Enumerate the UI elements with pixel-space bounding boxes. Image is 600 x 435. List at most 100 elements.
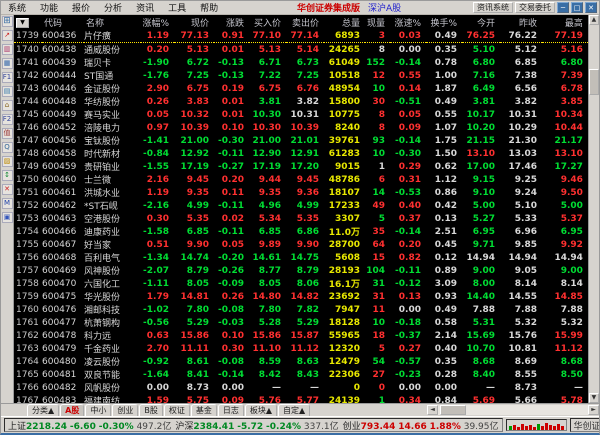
- car-icon[interactable]: ▣: [1, 212, 13, 223]
- column-header[interactable]: 现价: [190, 18, 209, 29]
- zoom-tool-icon[interactable]: Q: [1, 142, 13, 153]
- menu-item[interactable]: 功能: [40, 4, 59, 14]
- column-header[interactable]: 涨幅%: [142, 18, 169, 29]
- vertical-scrollbar[interactable]: ▲ ▼: [587, 15, 599, 403]
- column-header[interactable]: 涨跌: [225, 18, 244, 29]
- table-row[interactable]: 1740 600438 通威股份 0.20 5.13 0.01 5.13 5.14 24265 8…: [14, 43, 588, 57]
- table-row[interactable]: 1748 600458 时代新材 -0.84 12.92 -0.11 12.90 12.91 6…: [14, 147, 588, 161]
- tab-日志[interactable]: 日志: [217, 404, 244, 416]
- table-row[interactable]: 1755 600467 好当家 0.51 9.90 0.05 9.89 9.90 28700 64…: [14, 238, 588, 252]
- cell-value: 28193: [328, 265, 360, 276]
- table-row[interactable]: 1746 600452 涪陵电力 0.97 10.39 0.10 10.30 10.39 824…: [14, 121, 588, 135]
- column-header[interactable]: 现量: [366, 18, 385, 29]
- maximize-button[interactable]: □: [571, 2, 583, 13]
- close-button[interactable]: ✕: [585, 2, 597, 13]
- value-icon[interactable]: 值: [1, 128, 13, 139]
- f1-quote-icon[interactable]: F1: [1, 72, 13, 83]
- table-row[interactable]: 1747 600456 宝钛股份 -1.41 21.00 -0.30 21.00 21.01 3…: [14, 134, 588, 148]
- tab-scroll-right-icon[interactable]: ►: [588, 405, 599, 415]
- table-row[interactable]: 1744 600448 华纺股份 0.26 3.83 0.01 3.81 3.82 15800 3…: [14, 95, 588, 109]
- info-doc-icon[interactable]: ▤: [1, 86, 13, 97]
- column-header[interactable]: 最高: [564, 18, 583, 29]
- delete-icon[interactable]: ✕: [1, 184, 13, 195]
- column-header[interactable]: 昨收: [518, 18, 537, 29]
- cell-value: 6.78: [560, 83, 583, 94]
- folder-icon[interactable]: ▨: [1, 156, 13, 167]
- table-row[interactable]: 1760 600476 湘邮科技 -1.02 7.80 -0.08 7.80 7.82 7947…: [14, 303, 588, 317]
- column-header[interactable]: 买入价: [253, 18, 281, 29]
- menu-item[interactable]: 分析: [104, 4, 123, 14]
- cell-value: 18128: [328, 317, 360, 328]
- trade-button[interactable]: 交易委托: [515, 2, 555, 13]
- scroll-up-icon[interactable]: ▲: [588, 15, 599, 25]
- cell-value: 0.27: [398, 343, 421, 354]
- tab-权证[interactable]: 权证: [163, 404, 190, 416]
- chevron-down-icon[interactable]: ▼: [16, 17, 29, 28]
- table-row[interactable]: 1751 600461 洪城水业 1.19 9.35 0.11 9.35 9.36 18107 1…: [14, 186, 588, 200]
- tab-分类▲[interactable]: 分类▲: [27, 404, 60, 416]
- tab-scroll-track[interactable]: [438, 405, 588, 415]
- menu-item[interactable]: 帮助: [200, 4, 219, 14]
- home-icon[interactable]: ⌂: [1, 100, 13, 111]
- table-row[interactable]: 1762 600478 科力远 0.63 15.86 0.10 15.86 15.87 5596…: [14, 329, 588, 343]
- table-row[interactable]: 1743 600446 金证股份 2.90 6.75 0.19 6.75 6.76 48954 1…: [14, 82, 588, 96]
- info-system-button[interactable]: 资讯系统: [473, 2, 513, 13]
- table-row[interactable]: 1741 600439 瑞贝卡 -1.90 6.72 -0.13 6.71 6.73 61049…: [14, 56, 588, 70]
- table-row[interactable]: 1758 600470 六国化工 -1.11 8.05 -0.09 8.05 8.06 16.1…: [14, 277, 588, 291]
- cell-value: -0.92: [143, 356, 169, 367]
- menu-item[interactable]: 报价: [72, 4, 91, 14]
- monitor-icon[interactable]: ▦: [1, 58, 13, 69]
- column-header[interactable]: 今开: [476, 18, 495, 29]
- row-index: 1744: [16, 96, 39, 107]
- table-row[interactable]: 1764 600480 凌云股份 -0.92 8.61 -0.08 8.59 8.63 1247…: [14, 355, 588, 369]
- tab-自定▲[interactable]: 自定▲: [278, 404, 311, 416]
- tab-B股[interactable]: B股: [139, 404, 163, 416]
- scroll-down-icon[interactable]: ▼: [588, 393, 599, 403]
- table-row[interactable]: 1754 600466 迪康药业 -1.58 6.85 -0.11 6.85 6.86 11.0…: [14, 225, 588, 239]
- cell-value: 0.26: [146, 96, 169, 107]
- table-row[interactable]: 1752 600462 *ST石岘 -2.16 4.99 -0.11 4.96 4.99 172…: [14, 199, 588, 213]
- menu-item[interactable]: 资讯: [136, 4, 155, 14]
- cell-value: 3.82: [296, 96, 319, 107]
- table-row[interactable]: 1759 600475 华光股份 1.79 14.81 0.26 14.80 14.82 236…: [14, 290, 588, 304]
- column-header[interactable]: 涨速%: [394, 18, 421, 29]
- table-row[interactable]: 1766 600482 风帆股份 0.00 8.73 0.00 — — 0 0 0.00 0.00 — 8…: [14, 381, 588, 395]
- column-header[interactable]: 换手%: [430, 18, 457, 29]
- table-row[interactable]: 1767 600483 福建南纺 1.59 5.75 0.09 5.76 5.77 24139 1…: [14, 394, 588, 404]
- tab-A股[interactable]: A股: [60, 404, 85, 416]
- cell-value: 14.81: [180, 291, 209, 302]
- tab-板块▲[interactable]: 板块▲: [244, 404, 278, 416]
- tab-scroll-left-icon[interactable]: ◄: [427, 405, 438, 415]
- column-header[interactable]: 代码: [44, 18, 63, 29]
- table-row[interactable]: 1739 600436 片仔癀 1.19 77.13 0.91 77.10 77.14 6893…: [14, 29, 588, 43]
- table-row[interactable]: 1745 600449 赛马实业 0.05 10.32 0.01 10.30 10.31 107…: [14, 108, 588, 122]
- tab-中小[interactable]: 中小: [85, 404, 112, 416]
- minimize-button[interactable]: ─: [557, 2, 569, 13]
- tab-创业[interactable]: 创业: [112, 404, 139, 416]
- table-row[interactable]: 1742 600444 ST国通 -1.76 7.25 -0.13 7.22 7.25 1051…: [14, 69, 588, 83]
- menu-item[interactable]: 工具: [168, 4, 187, 14]
- menu-item[interactable]: 系统: [8, 4, 27, 14]
- table-row[interactable]: 1761 600477 杭萧钢构 -0.56 5.29 -0.03 5.28 5.29 1812…: [14, 316, 588, 330]
- tab-基金[interactable]: 基金: [190, 404, 217, 416]
- grid-icon[interactable]: ⊞: [1, 16, 13, 27]
- transactions-icon[interactable]: ↕: [1, 170, 13, 181]
- kline-chart-icon[interactable]: ▥: [1, 44, 13, 55]
- column-header[interactable]: 卖出价: [291, 18, 319, 29]
- table-row[interactable]: 1763 600479 千金药业 2.70 11.11 0.30 11.10 11.12 123…: [14, 342, 588, 356]
- column-header[interactable]: 总量: [341, 18, 360, 29]
- table-row[interactable]: 1750 600460 士兰微 2.16 9.45 0.20 9.44 9.45 48786 6 0…: [14, 173, 588, 187]
- market-icon[interactable]: M: [1, 198, 13, 209]
- table-row[interactable]: 1757 600469 风神股份 -2.07 8.79 -0.26 8.77 8.79 2819…: [14, 264, 588, 278]
- table-row[interactable]: 1749 600459 贵研铂业 -1.55 17.19 -0.27 17.19 17.20 9…: [14, 160, 588, 174]
- trend-chart-icon[interactable]: ↗: [1, 30, 13, 41]
- table-row[interactable]: 1753 600463 空港股份 0.30 5.35 0.02 5.34 5.35 3307 5 0…: [14, 212, 588, 226]
- cell-value: -0.56: [143, 317, 169, 328]
- tab-scroll-thumb[interactable]: [440, 405, 466, 415]
- column-header[interactable]: 名称: [86, 18, 105, 29]
- table-row[interactable]: 1765 600481 双良节能 -1.64 8.41 -0.14 8.42 8.43 2230…: [14, 368, 588, 382]
- f2-icon[interactable]: F2: [1, 114, 13, 125]
- table-row[interactable]: 1756 600468 百利电气 -1.34 14.74 -0.20 14.61 14.75 5…: [14, 251, 588, 265]
- index-summary[interactable]: 上证2218.24 -6.60 -0.30% 497.2亿 沪深2384.41 -…: [4, 418, 503, 432]
- scrollbar-thumb[interactable]: [588, 69, 599, 96]
